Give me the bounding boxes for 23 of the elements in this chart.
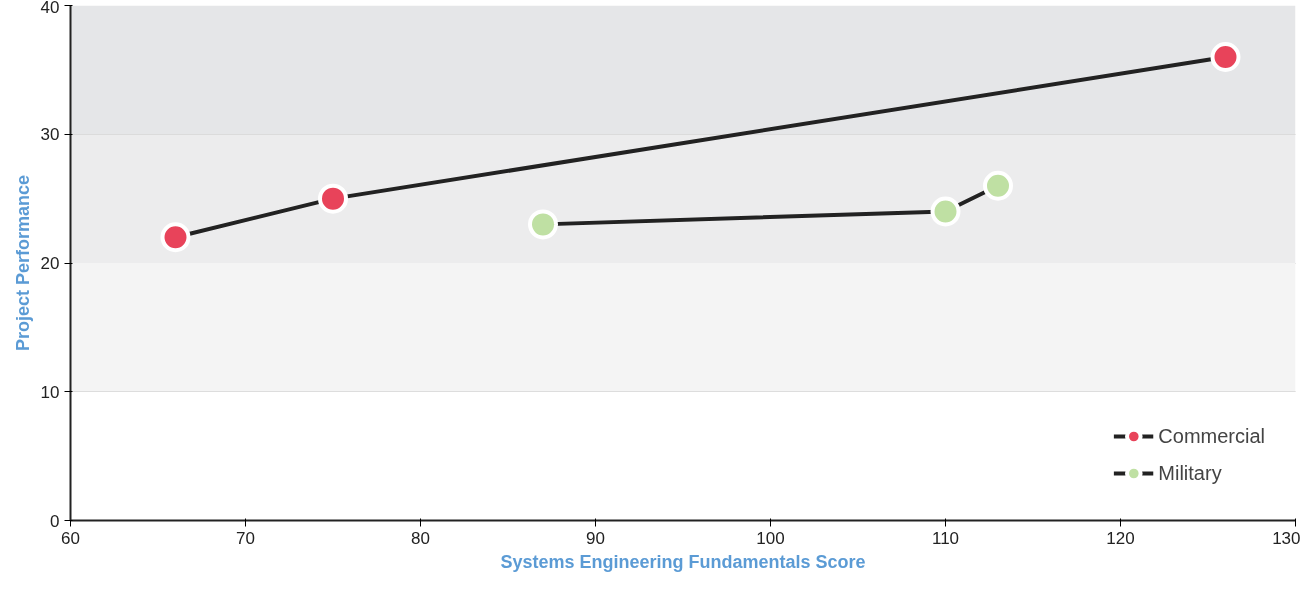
y-axis-title: Project Performance xyxy=(12,174,33,352)
point xyxy=(930,196,961,227)
point xyxy=(528,209,558,240)
x-tick-label: 80 xyxy=(411,528,430,548)
point xyxy=(318,183,348,214)
x-tick-label: 60 xyxy=(61,528,80,548)
x-tick-label: 130 xyxy=(1272,528,1301,548)
y-tick-label: 20 xyxy=(40,254,60,273)
x-tick-label: 120 xyxy=(1106,528,1135,548)
point xyxy=(1210,42,1241,72)
y-tick-label: 0 xyxy=(50,511,60,531)
point xyxy=(983,170,1013,201)
legend-label: Commercial xyxy=(1158,424,1265,448)
y-tick-label: 30 xyxy=(40,125,60,145)
x-axis-title: Systems Engineering Fundamentals Score xyxy=(500,551,866,572)
point xyxy=(160,222,191,253)
x-tick-label: 90 xyxy=(586,528,605,548)
x-tick-label: 110 xyxy=(931,528,960,548)
x-tick-label: 70 xyxy=(236,528,255,548)
y-tick-label: 10 xyxy=(40,382,60,402)
x-tick-label: 100 xyxy=(756,528,785,548)
legend-label: Military xyxy=(1158,461,1222,485)
y-tick-label: 40 xyxy=(40,0,60,17)
